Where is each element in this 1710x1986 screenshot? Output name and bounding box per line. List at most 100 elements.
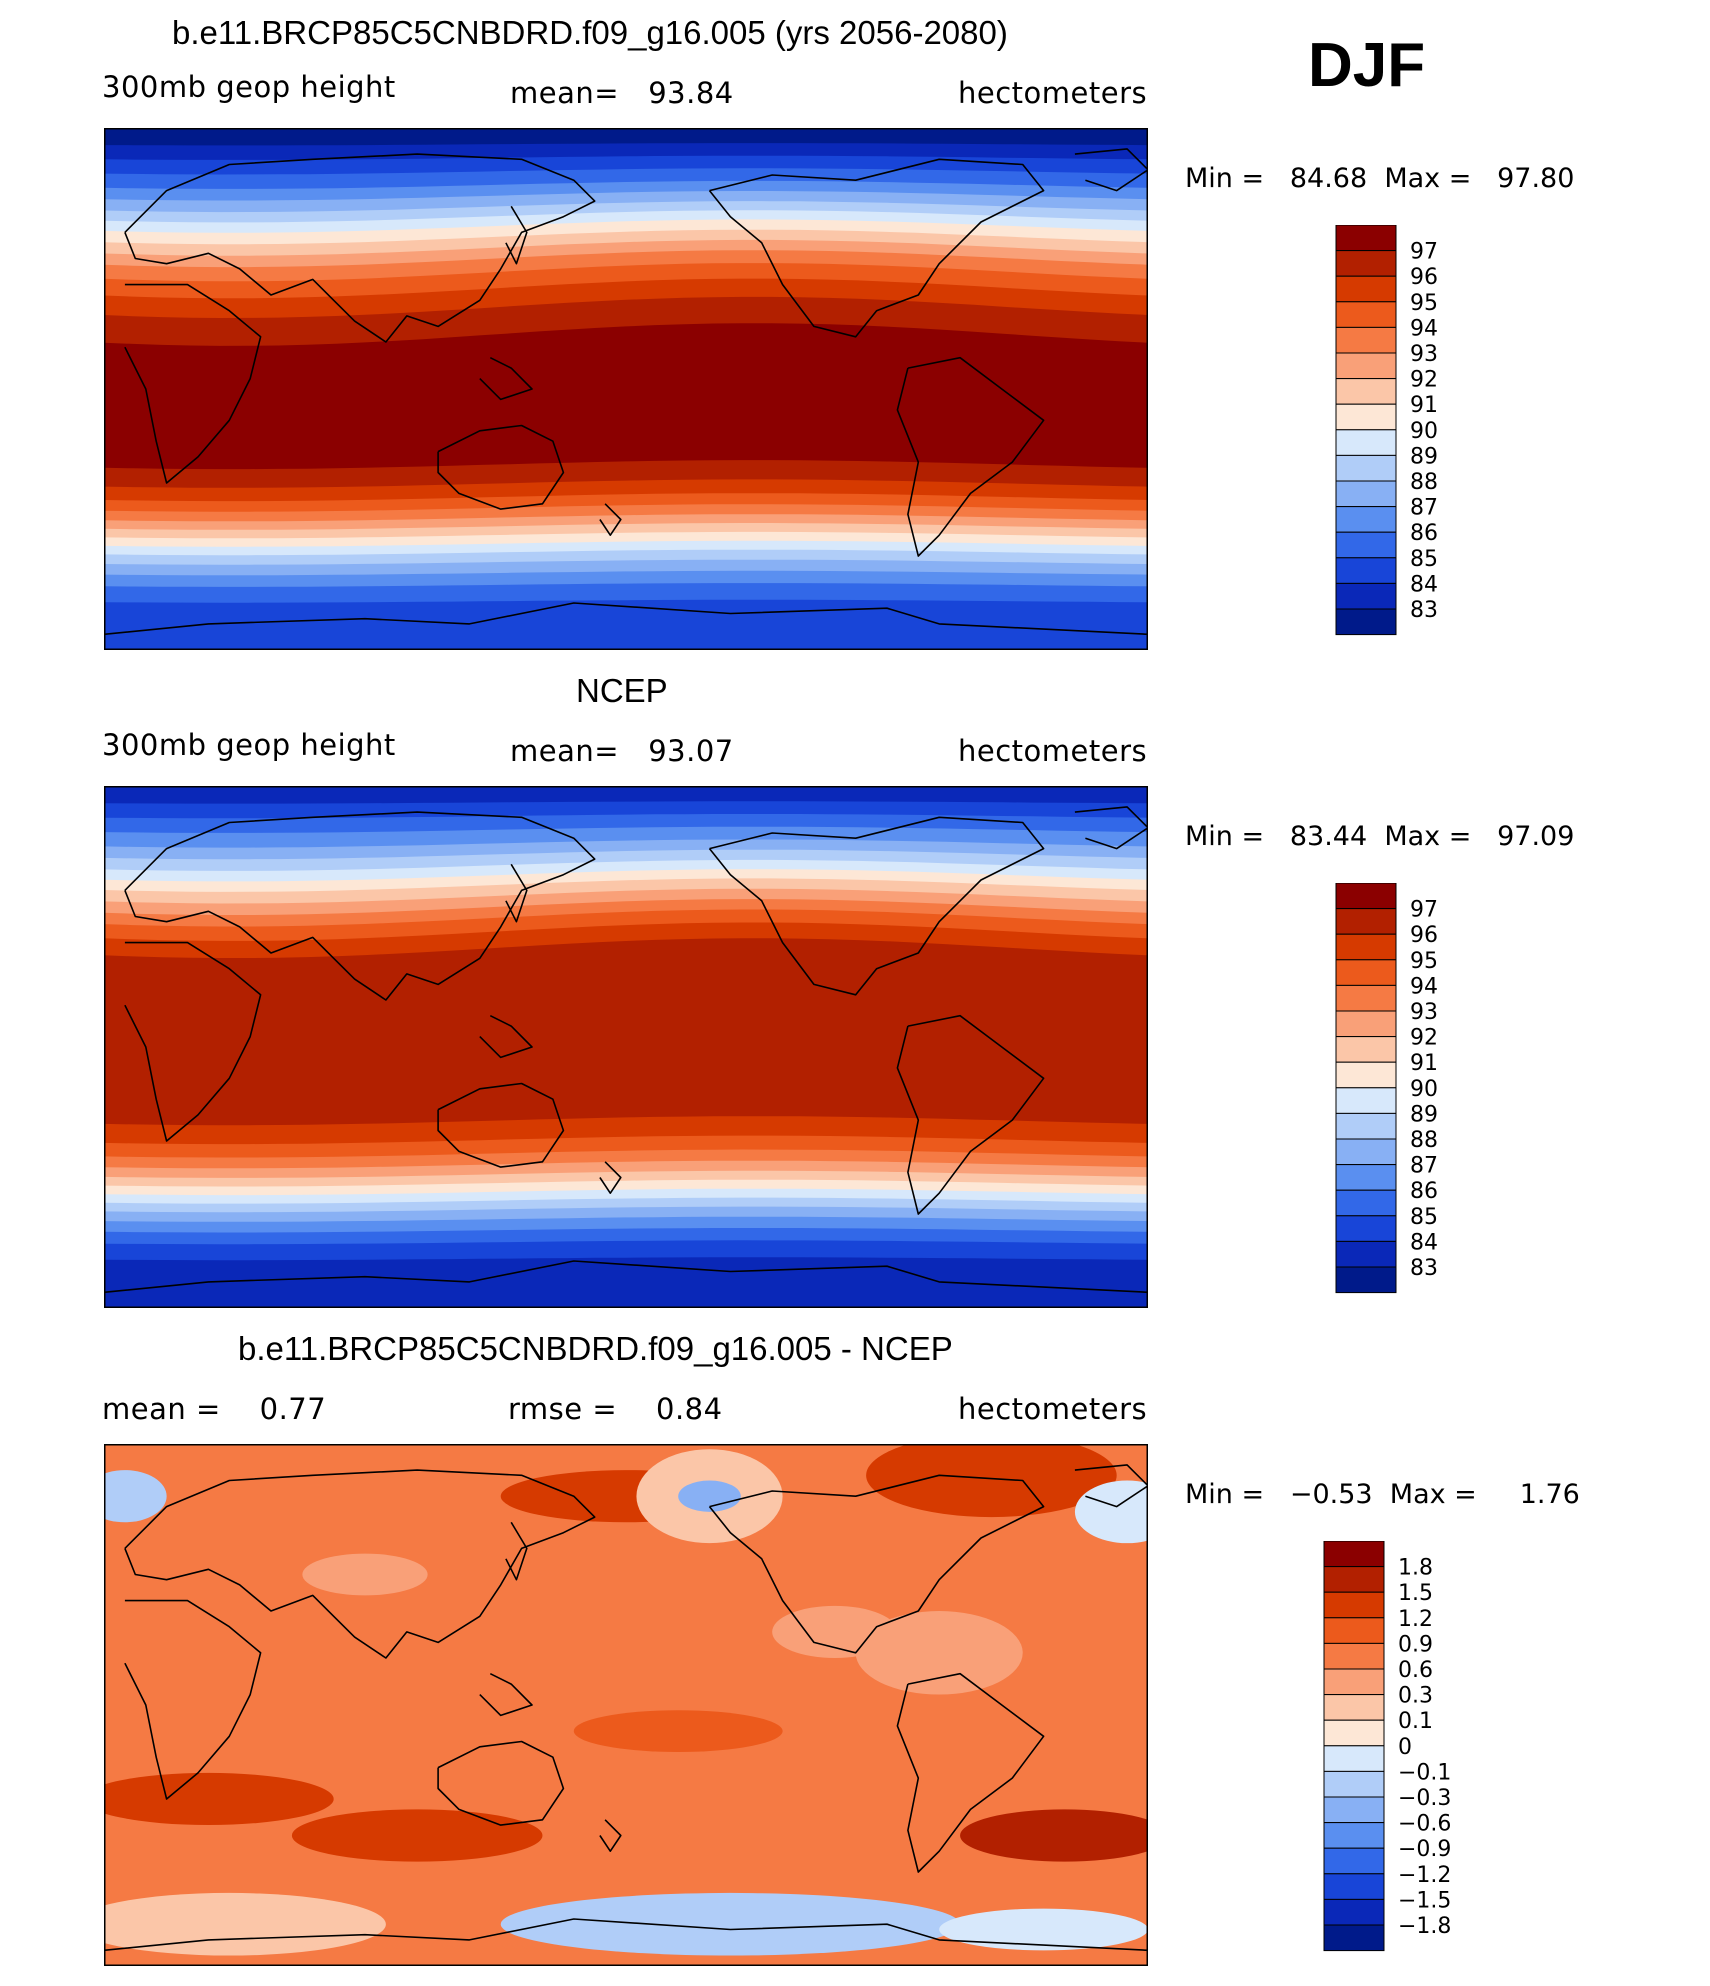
coastline [104, 602, 1148, 636]
colorbar-label: 95 [1410, 949, 1438, 974]
colorbar-label: 0 [1398, 1735, 1412, 1760]
map-frame [104, 128, 1148, 650]
colorbar-label: 94 [1410, 974, 1438, 999]
coastline [896, 1672, 1045, 1873]
coastline [708, 1474, 1045, 1654]
coastline [599, 503, 622, 536]
colorbar-label: 0.3 [1398, 1684, 1433, 1709]
colorbar-swatch [1335, 908, 1397, 935]
contour-band [678, 1480, 741, 1512]
contour-band [104, 493, 1148, 514]
colorbar-swatch [1335, 352, 1397, 380]
colorbar-swatch [1335, 301, 1397, 328]
colorbar-label: 86 [1410, 521, 1438, 546]
coastline [124, 153, 596, 343]
contour-band [104, 128, 1148, 148]
mean-label: mean = 0.77 [102, 1392, 327, 1426]
coastline [505, 863, 528, 923]
colorbar-label: −1.2 [1398, 1863, 1451, 1888]
colorbar-label: 90 [1410, 1077, 1438, 1102]
contour-band [104, 814, 1148, 836]
contour-band [104, 1160, 1148, 1180]
coastline [599, 1161, 622, 1194]
coastline [124, 1599, 262, 1800]
colorbar-label: 96 [1410, 923, 1438, 948]
colorbar-swatch [1335, 275, 1397, 303]
colorbar-swatch [1335, 480, 1397, 508]
contour-band [960, 1809, 1148, 1862]
mean-label: mean= 93.84 [510, 76, 734, 110]
colorbar-swatch [1335, 454, 1397, 482]
colorbar-label: 93 [1410, 342, 1438, 367]
contour-band [104, 239, 1148, 270]
coastline [896, 1014, 1045, 1215]
colorbar-swatch [1335, 1240, 1397, 1268]
colorbar-label: 89 [1410, 1102, 1438, 1127]
contour-band [104, 1149, 1148, 1171]
coastline [479, 356, 533, 401]
min-max-label: Min = 83.44 Max = 97.09 [1185, 821, 1575, 852]
contour-band [104, 1135, 1148, 1160]
coastline [505, 205, 528, 265]
contour-band [104, 1197, 1148, 1215]
contour-band [104, 826, 1148, 850]
contour-band [104, 1470, 167, 1523]
mean-label: mean= 93.07 [510, 734, 734, 768]
contour-band [104, 938, 1148, 980]
map-frame [104, 1444, 1148, 1966]
colorbar-swatch [1335, 225, 1397, 252]
colorbar-swatch [1335, 1266, 1397, 1294]
colorbar: 1.81.51.20.90.60.30.10−0.1−0.3−0.6−0.9−1… [1323, 1541, 1451, 1952]
colorbar-swatch [1335, 506, 1397, 533]
coastline [104, 1260, 1148, 1294]
colorbar-label: 92 [1410, 1026, 1438, 1051]
contour-band [104, 523, 1148, 541]
colorbar-swatch [1335, 582, 1397, 610]
coastline [1074, 806, 1148, 850]
contour-band [291, 1809, 543, 1862]
colorbar-swatch [1335, 883, 1397, 910]
colorbar-label: 88 [1410, 1128, 1438, 1153]
rmse-label: rmse = 0.84 [508, 1392, 723, 1426]
contour-band [104, 599, 1148, 650]
contour-band [104, 531, 1148, 549]
colorbar-label: 95 [1410, 291, 1438, 316]
contour-band [500, 1892, 961, 1956]
coastline [124, 283, 262, 484]
colorbar-swatch [1335, 1061, 1397, 1089]
colorbar-label: 92 [1410, 368, 1438, 393]
min-max-label: Min = −0.53 Max = 1.76 [1185, 1479, 1580, 1510]
colorbar-label: 86 [1410, 1179, 1438, 1204]
panel-title: b.e11.BRCP85C5CNBDRD.f09_g16.005 (yrs 20… [172, 14, 1008, 51]
colorbar-label: 0.9 [1398, 1632, 1433, 1657]
contour-band [104, 1772, 334, 1826]
coastline [104, 1918, 1148, 1952]
colorbar-swatch [1335, 378, 1397, 405]
colorbar-swatch [1323, 1796, 1385, 1824]
contour-band [104, 1444, 1148, 1966]
colorbar-swatch [1323, 1668, 1385, 1696]
colorbar-swatch [1323, 1770, 1385, 1798]
colorbar-swatch [1335, 326, 1397, 354]
coastline [124, 941, 262, 1142]
colorbar-swatch [1335, 1215, 1397, 1242]
colorbar-swatch [1335, 1036, 1397, 1063]
contour-band [104, 1170, 1148, 1189]
coastline [708, 158, 1045, 338]
colorbar-swatch [1335, 1112, 1397, 1140]
colorbar-label: 1.5 [1398, 1581, 1433, 1606]
colorbar-label: 84 [1410, 572, 1438, 597]
contour-band [104, 180, 1148, 203]
coastline [124, 811, 596, 1001]
coastline [599, 1819, 622, 1852]
colorbar-swatch [1335, 933, 1397, 961]
colorbar-label: −1.8 [1398, 1914, 1451, 1939]
contour-band [104, 849, 1148, 874]
colorbar-swatch [1335, 1087, 1397, 1114]
contour-band [104, 1188, 1148, 1206]
contour-band [939, 1908, 1148, 1951]
colorbar-swatch [1323, 1694, 1385, 1721]
season-label: DJF [1308, 31, 1426, 100]
